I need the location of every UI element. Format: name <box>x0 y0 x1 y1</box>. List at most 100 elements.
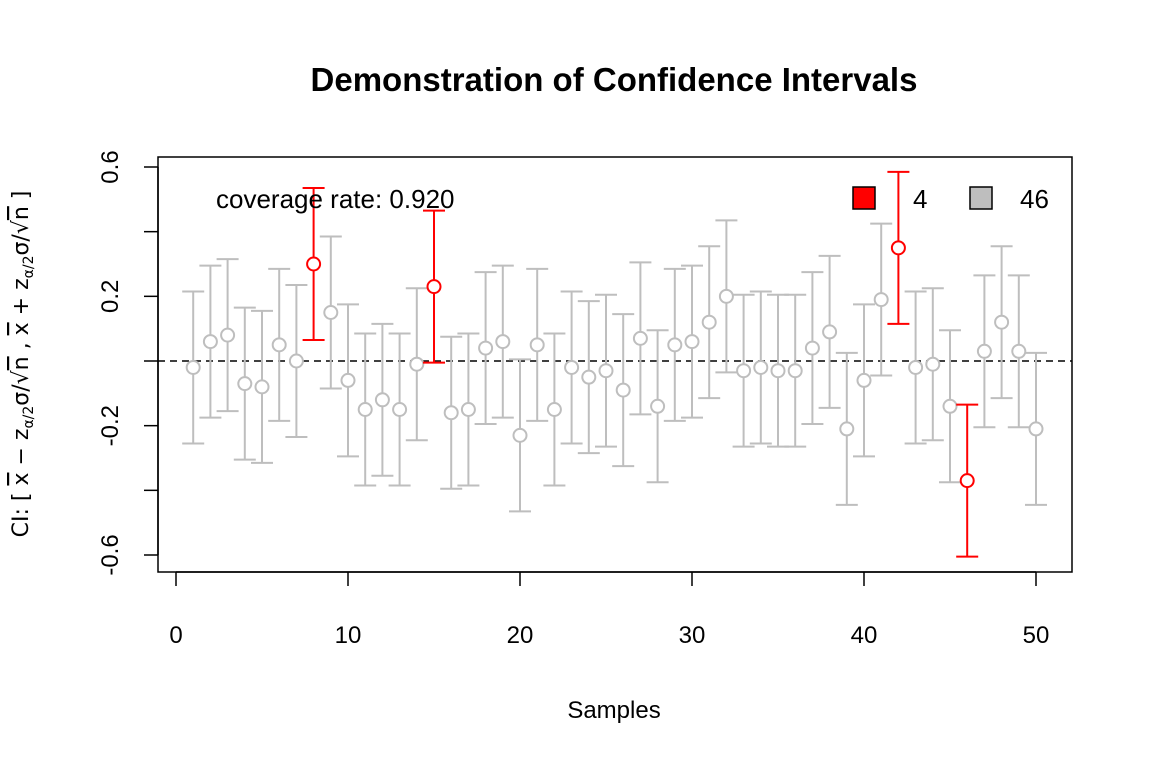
interval-covered <box>388 332 411 487</box>
interval-covered <box>801 271 824 426</box>
interval-covered <box>251 309 273 464</box>
interval-covered <box>354 332 377 487</box>
interval-mean-point <box>942 398 958 414</box>
svg-text:CI: [ x − zα/2σ/√n , x + zα/2: CI: [ x − zα/2σ/√n , x + zα/2σ/√n ] <box>9 191 37 538</box>
legend-swatch-cover <box>969 186 993 210</box>
interval-mean-point <box>804 340 820 356</box>
interval-mean-point <box>925 356 941 372</box>
interval-covered <box>612 313 635 468</box>
interval-mean-point <box>237 376 253 392</box>
interval-mean-point <box>839 421 855 437</box>
interval-covered <box>526 267 549 422</box>
interval-covered <box>681 264 703 419</box>
interval-covered <box>715 219 738 374</box>
interval-mean-point <box>495 334 511 350</box>
interval-mean-point <box>667 337 683 353</box>
interval-covered <box>182 290 205 445</box>
interval-covered <box>268 267 291 422</box>
interval-covered <box>440 335 463 490</box>
chart-title: Demonstration of Confidence Intervals <box>311 61 918 98</box>
interval-covered <box>560 290 583 445</box>
interval-mean-point <box>701 314 717 330</box>
interval-mean-point <box>202 334 218 350</box>
x-tick-label: 40 <box>851 622 878 649</box>
interval-mean-point <box>357 402 373 417</box>
interval-covered <box>216 258 239 413</box>
interval-covered <box>199 264 222 419</box>
interval-mean-point <box>460 402 476 417</box>
interval-covered <box>904 290 927 445</box>
interval-mean-point <box>890 240 906 256</box>
interval-covered <box>491 264 514 419</box>
interval-mean-point <box>615 382 631 398</box>
interval-mean-point <box>185 359 201 375</box>
legend-swatch-miss <box>852 186 876 210</box>
x-tick-label: 20 <box>507 622 534 649</box>
interval-mean-point <box>770 363 786 379</box>
legend: 4 46 <box>852 184 1049 214</box>
interval-covered <box>577 300 600 455</box>
coverage-annotation: coverage rate: 0.920 <box>216 184 455 214</box>
interval-mean-point <box>340 372 356 388</box>
interval-mean-point <box>736 363 752 379</box>
interval-mean-point <box>684 334 700 350</box>
interval-mean-point <box>908 359 924 375</box>
interval-mean-point <box>650 398 666 414</box>
interval-missed <box>423 209 445 364</box>
x-axis-label: Samples <box>567 697 660 724</box>
y-tick-label: 0.2 <box>97 280 124 313</box>
interval-mean-point <box>581 369 597 385</box>
interval-missed <box>956 403 979 558</box>
interval-covered <box>405 287 428 442</box>
interval-covered <box>371 322 394 477</box>
interval-covered <box>698 245 721 400</box>
interval-covered <box>543 332 566 487</box>
interval-mean-point <box>220 327 236 343</box>
interval-covered <box>233 306 256 461</box>
interval-mean-point <box>426 279 442 295</box>
interval-missed <box>887 170 910 325</box>
interval-mean-point <box>564 359 580 375</box>
interval-mean-point <box>271 337 287 353</box>
interval-mean-point <box>323 305 339 320</box>
interval-covered <box>1007 274 1030 429</box>
interval-covered <box>337 303 359 458</box>
interval-covered <box>835 351 858 506</box>
confidence-intervals <box>182 170 1047 558</box>
interval-covered <box>457 332 480 487</box>
interval-mean-point <box>306 256 322 272</box>
interval-covered <box>732 293 755 448</box>
y-axis-label: CI: [ x − zα/2σ/√n , x + zα/2σ/√n ] <box>9 191 37 538</box>
legend-label-miss: 4 <box>913 184 927 214</box>
interval-mean-point <box>976 343 992 359</box>
interval-covered <box>939 329 961 484</box>
x-tick-label: 0 <box>169 622 182 649</box>
interval-covered <box>853 303 875 458</box>
interval-mean-point <box>288 353 304 369</box>
interval-covered <box>990 245 1013 400</box>
x-tick-label: 30 <box>679 622 706 649</box>
y-tick-label: -0.2 <box>97 405 124 446</box>
interval-mean-point <box>598 363 614 379</box>
y-tick-label: 0.6 <box>97 150 124 183</box>
x-tick-label: 50 <box>1023 622 1050 649</box>
interval-covered <box>921 287 944 442</box>
interval-covered <box>319 235 342 390</box>
interval-covered <box>749 290 772 445</box>
interval-mean-point <box>787 363 803 379</box>
interval-covered <box>285 284 308 438</box>
interval-covered <box>629 261 652 416</box>
legend-label-cover: 46 <box>1020 184 1049 214</box>
interval-mean-point <box>718 288 734 304</box>
interval-covered <box>784 293 807 448</box>
interval-mean-point <box>856 372 872 388</box>
interval-mean-point <box>409 356 425 372</box>
interval-mean-point <box>374 392 390 408</box>
interval-covered <box>474 271 497 426</box>
interval-covered <box>663 267 686 422</box>
interval-mean-point <box>822 324 838 340</box>
interval-mean-point <box>994 314 1010 330</box>
interval-mean-point <box>753 359 769 375</box>
interval-mean-point <box>632 330 648 346</box>
